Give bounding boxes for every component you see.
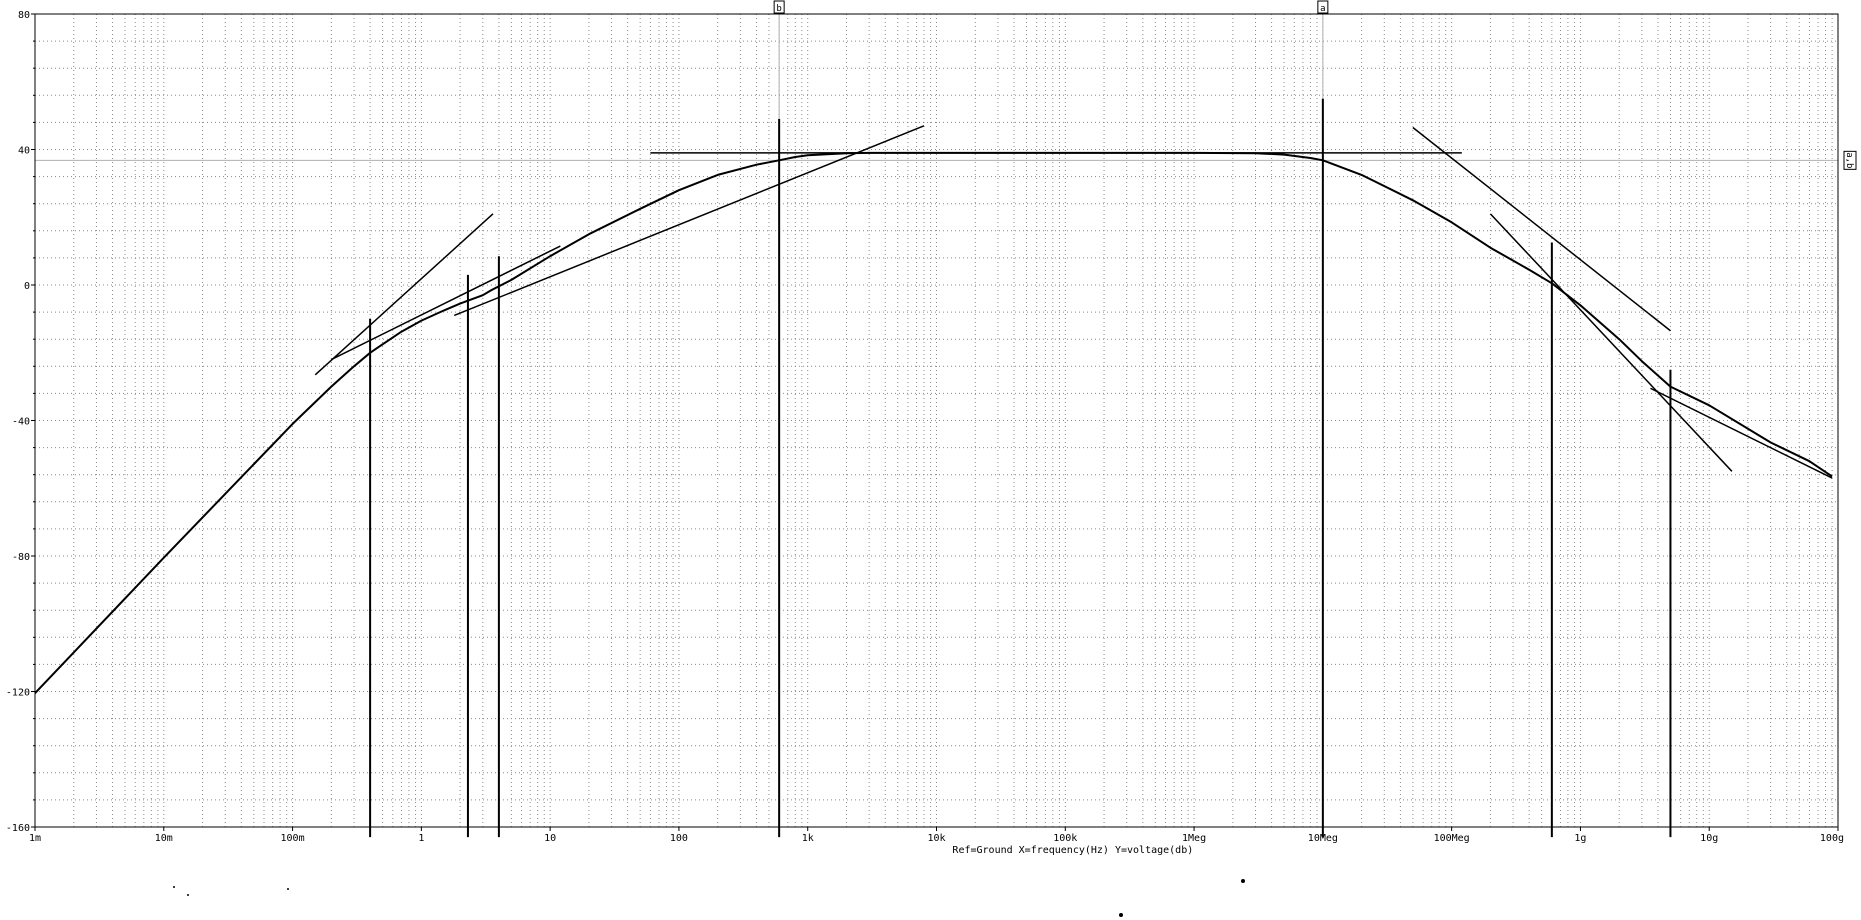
y-tick-label: 40 [18, 146, 30, 157]
x-tick-label: 100 [670, 833, 688, 844]
x-tick-label: 100g [1820, 833, 1844, 844]
reference-tag[interactable] [1843, 150, 1857, 170]
x-tick-label: 1Meg [1182, 833, 1206, 844]
x-tick-label: 10Meg [1308, 833, 1338, 844]
y-tick-label: 80 [18, 10, 30, 21]
asymptote-line [314, 213, 494, 376]
x-tick-label: 100m [281, 833, 305, 844]
cursor-tag-a[interactable] [1317, 0, 1329, 14]
x-tick-label: 10g [1700, 833, 1718, 844]
y-tick-label: -120 [6, 688, 30, 699]
x-tick-label: 10 [544, 833, 556, 844]
cursor-lines: b a a,b [35, 0, 1857, 827]
x-tick-label: 1g [1574, 833, 1586, 844]
x-tick-label: 10m [155, 833, 173, 844]
x-tick-label: 1 [418, 833, 424, 844]
asymptote-line [331, 245, 561, 361]
axis-footer-label: Ref=Ground X=frequency(Hz) Y=voltage(db) [952, 845, 1193, 856]
magnitude-response [34, 151, 1833, 694]
y-tick-label: 0 [24, 281, 30, 292]
asymptote-line [1412, 126, 1671, 332]
y-tick-label: -40 [12, 417, 30, 428]
x-tick-label: 1m [29, 833, 41, 844]
x-tick-label: 100Meg [1434, 833, 1470, 844]
stray-dots [173, 879, 1245, 917]
asymptote-line [1489, 213, 1733, 472]
cursor-label-a: a [1320, 4, 1325, 14]
cursor-tag-b[interactable] [773, 0, 785, 14]
frequency-markers [369, 98, 1672, 838]
asymptote-line [453, 125, 925, 317]
cursor-label-b: b [776, 4, 781, 14]
x-tick-label: 10k [927, 833, 945, 844]
x-tick-label: 1k [802, 833, 814, 844]
series-magnitude-line [34, 151, 1833, 694]
x-tick-label: 100k [1053, 833, 1077, 844]
reference-label: a,b [1844, 152, 1854, 168]
asymptote-lines [314, 125, 1833, 479]
grid [35, 13, 1838, 828]
y-tick-label: -160 [6, 823, 30, 834]
asymptote-line [1650, 387, 1833, 479]
y-tick-label: -80 [12, 552, 30, 563]
